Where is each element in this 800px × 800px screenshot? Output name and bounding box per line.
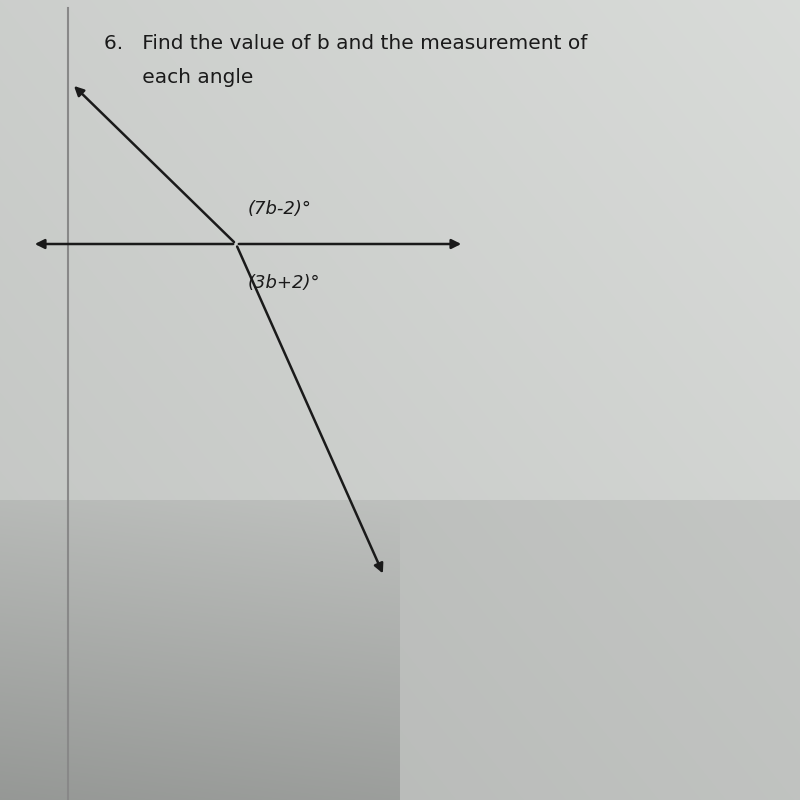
Text: each angle: each angle — [104, 68, 254, 87]
Text: (3b+2)°: (3b+2)° — [248, 274, 321, 292]
Text: 6.   Find the value of b and the measurement of: 6. Find the value of b and the measureme… — [104, 34, 587, 53]
Text: (7b-2)°: (7b-2)° — [248, 200, 312, 218]
